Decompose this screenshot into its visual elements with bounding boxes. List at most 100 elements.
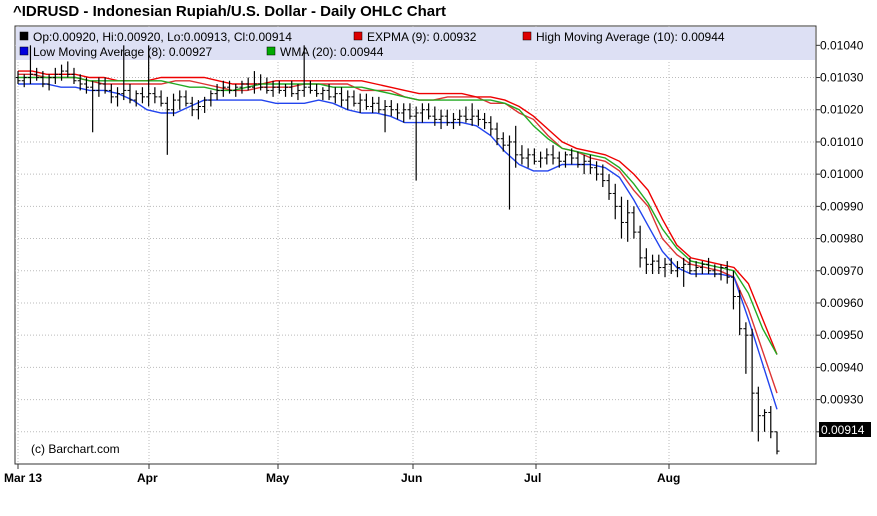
ohlc-bar xyxy=(594,161,600,181)
x-tick-label: Jun xyxy=(401,471,422,485)
ohlc-bar xyxy=(388,100,394,117)
ohlc-bar xyxy=(195,100,201,120)
y-axis: 0.01040 0.01030 0.01020 0.01010 0.01000 0.009… xyxy=(816,38,864,439)
legend-entry: EXPMA (9): 0.00932 xyxy=(367,30,477,44)
ohlc-bar xyxy=(102,77,108,94)
ohlc-bar xyxy=(587,154,593,175)
ohlc-bar xyxy=(438,109,444,130)
ohlc-bar xyxy=(450,112,456,130)
y-tick-label: 0.00940 xyxy=(820,360,864,374)
ohlc-bar xyxy=(171,93,177,117)
x-tick-label: Apr xyxy=(137,471,158,485)
ohlc-bar xyxy=(52,67,58,84)
ohlc-bar xyxy=(681,257,687,287)
ohlc-bar xyxy=(21,74,27,88)
ohlc-bar xyxy=(46,74,52,91)
ohlc-bar xyxy=(183,90,189,107)
series-line xyxy=(18,76,778,355)
ohlc-bar xyxy=(463,106,469,123)
ohlc-bar xyxy=(718,264,724,281)
ohlc-bar xyxy=(15,71,21,84)
y-tick-label: 0.00980 xyxy=(820,232,864,246)
ohlc-bar xyxy=(432,106,438,126)
legend-swatch xyxy=(522,31,532,41)
series-line xyxy=(18,73,778,394)
ohlc-bar xyxy=(556,151,562,168)
ohlc-bar xyxy=(426,103,432,120)
ohlc-bar xyxy=(668,257,674,274)
ohlc-bar xyxy=(83,77,89,94)
ohlc-bar xyxy=(575,151,581,168)
ohlc-bar xyxy=(519,145,525,165)
credit-label: (c) Barchart.com xyxy=(31,442,120,456)
ohlc-bar xyxy=(121,45,127,101)
ohlc-bar xyxy=(339,87,345,107)
ohlc-bar xyxy=(494,122,500,146)
ohlc-bar xyxy=(127,83,133,104)
ohlc-bar xyxy=(724,261,730,284)
legend-entry: High Moving Average (10): 0.00944 xyxy=(536,30,725,44)
ohlc-bar xyxy=(569,148,575,165)
ohlc-bar xyxy=(245,77,251,91)
ohlc-bar xyxy=(513,125,519,168)
ohlc-bar xyxy=(743,322,749,374)
ohlc-bar xyxy=(662,257,668,278)
ohlc-bar xyxy=(706,257,712,274)
x-axis: Mar 13 Apr May Jun Jul Aug xyxy=(4,464,680,485)
ohlc-bar xyxy=(357,93,363,113)
y-tick-label: 0.01010 xyxy=(820,135,864,149)
ohlc-bar xyxy=(531,148,537,165)
moving-average-lines xyxy=(18,70,778,410)
ohlc-bar xyxy=(376,96,382,113)
ohlc-bar xyxy=(164,96,170,155)
y-tick-label: 0.01000 xyxy=(820,167,864,181)
ohlc-bar xyxy=(108,83,114,104)
ohlc-bar xyxy=(115,87,121,107)
ohlc-bar xyxy=(77,74,83,91)
ohlc-bar xyxy=(264,77,270,94)
ohlc-bar xyxy=(276,80,282,94)
ohlc-bar xyxy=(737,290,743,336)
legend-entry: Op:0.00920, Hi:0.00920, Lo:0.00913, Cl:0… xyxy=(33,30,292,44)
ohlc-bar xyxy=(326,83,332,101)
ohlc-bar xyxy=(755,386,761,442)
ohlc-bar xyxy=(538,151,544,168)
ohlc-bar xyxy=(631,206,637,239)
ohlc-bar xyxy=(525,148,531,168)
ohlc-bar xyxy=(550,145,556,165)
ohlc-bar xyxy=(233,83,239,97)
ohlc-bar xyxy=(214,83,220,101)
ohlc-bar xyxy=(600,164,606,188)
ohlc-bar xyxy=(768,406,774,439)
ohlc-bar xyxy=(401,103,407,123)
ohlc-bar xyxy=(71,67,77,84)
x-tick-label: May xyxy=(266,471,290,485)
ohlc-bar xyxy=(650,254,656,274)
ohlc-bar xyxy=(444,109,450,126)
last-value-label: 0.00914 xyxy=(821,423,865,437)
ohlc-bar xyxy=(301,45,307,97)
y-tick-label: 0.00990 xyxy=(820,199,864,213)
ohlc-bar xyxy=(637,225,643,268)
legend-entry: WMA (20): 0.00944 xyxy=(280,45,384,59)
ohlc-bar xyxy=(395,103,400,120)
ohlc-bar xyxy=(152,87,158,104)
y-tick-label: 0.01020 xyxy=(820,103,864,117)
ohlc-bar xyxy=(606,174,612,200)
ohlc-bar xyxy=(488,116,494,136)
ohlc-bar xyxy=(712,264,718,278)
ohlc-bar xyxy=(189,96,195,117)
x-tick-label: Jul xyxy=(524,471,541,485)
ohlc-bar xyxy=(500,132,506,152)
legend-entry: Low Moving Average (8): 0.00927 xyxy=(33,45,213,59)
ohlc-bar xyxy=(208,90,214,107)
ohlc-bar xyxy=(693,261,699,278)
ohlc-bar xyxy=(139,87,145,104)
y-tick-label: 0.01040 xyxy=(820,38,864,52)
ohlc-bar xyxy=(220,80,226,97)
ohlc-bar xyxy=(699,261,705,274)
ohlc-bar xyxy=(762,409,768,432)
chart-title: ^IDRUSD - Indonesian Rupiah/U.S. Dollar … xyxy=(13,3,446,20)
ohlc-bar xyxy=(618,196,624,239)
ohlc-bar xyxy=(562,151,568,168)
